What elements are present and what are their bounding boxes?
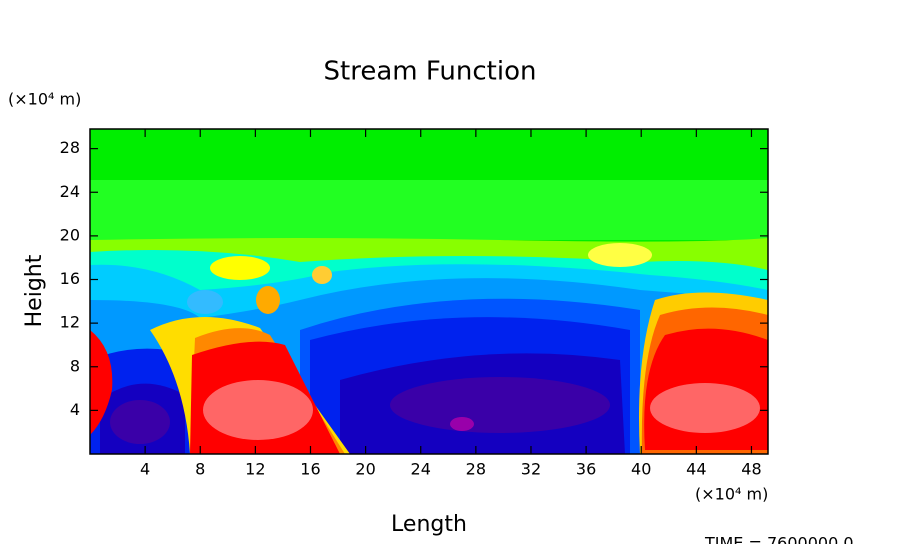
y-tick-label: 16 (60, 269, 80, 288)
x-tick-label: 12 (245, 460, 265, 479)
chart-title: Stream Function (324, 57, 537, 87)
x-tick-label: 44 (686, 460, 706, 479)
y-tick-label: 24 (60, 182, 80, 201)
plot-frame (89, 128, 769, 455)
x-tick-label: 24 (411, 460, 431, 479)
x-tick-label: 32 (521, 460, 541, 479)
x-tick-label: 8 (195, 460, 205, 479)
y-tick-label: 8 (70, 356, 80, 375)
x-tick-label: 40 (631, 460, 651, 479)
x-axis-label: Length (391, 512, 467, 537)
y-tick-label: 20 (60, 225, 80, 244)
x-tick-label: 4 (140, 460, 150, 479)
x-unit: (×10⁴ m) (695, 485, 768, 504)
contour-field (90, 129, 768, 454)
y-axis-label: Height (22, 254, 47, 327)
axes (90, 129, 768, 454)
x-tick-label: 28 (466, 460, 486, 479)
y-tick-label: 28 (60, 138, 80, 157)
y-tick-label: 4 (70, 400, 80, 419)
x-tick-label: 16 (300, 460, 320, 479)
y-unit: (×10⁴ m) (8, 90, 81, 109)
footer: TIME = 7600000.0 (704, 534, 854, 544)
x-tick-label: 48 (741, 460, 761, 479)
x-tick-label: 36 (576, 460, 596, 479)
x-tick-label: 20 (355, 460, 375, 479)
y-tick-label: 12 (60, 313, 80, 332)
